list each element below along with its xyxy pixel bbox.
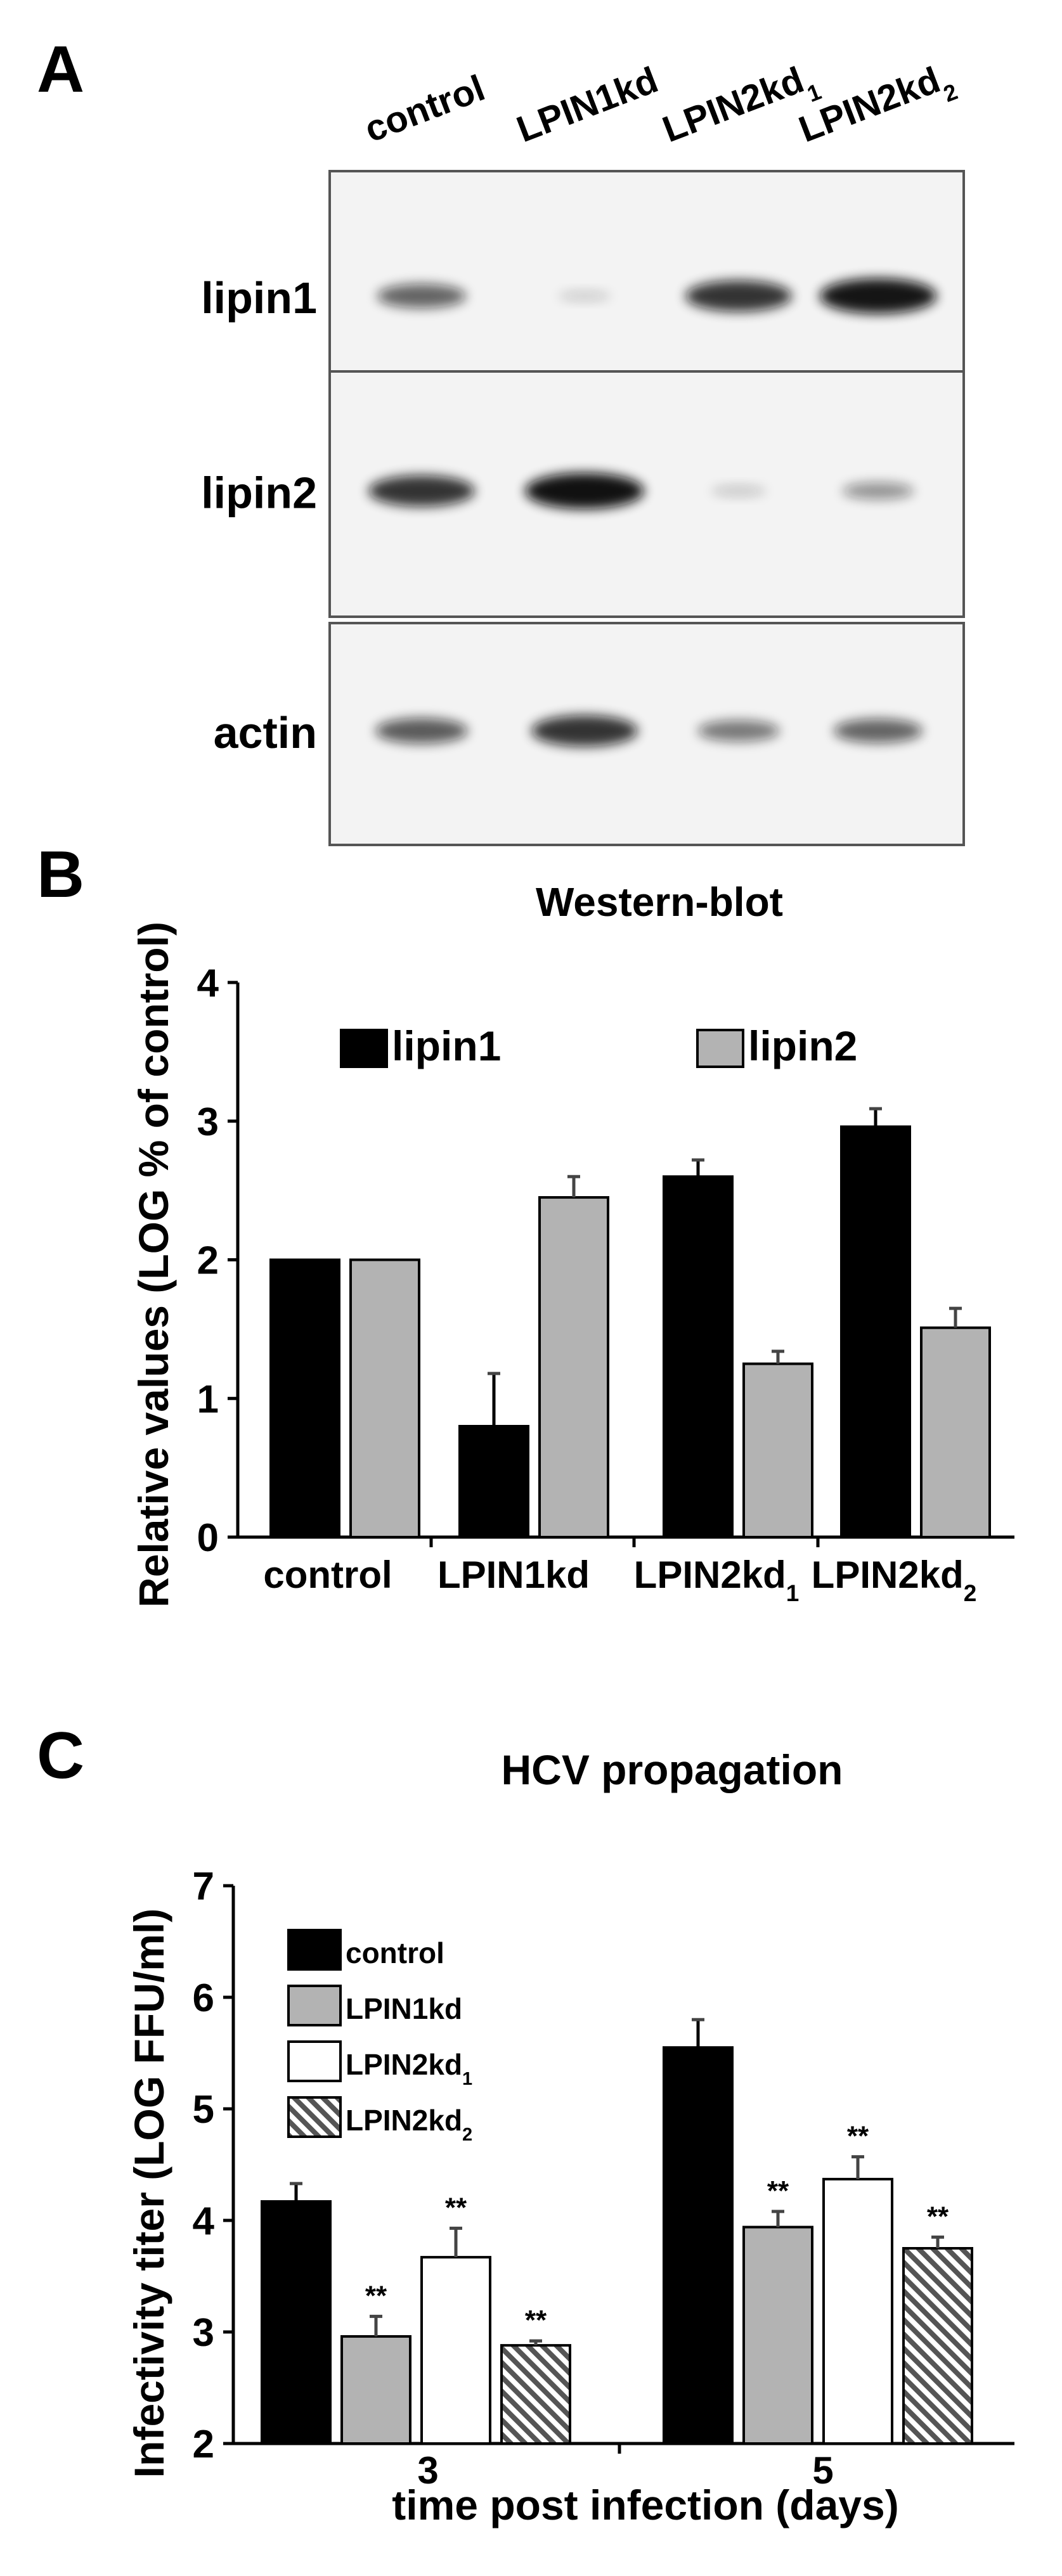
y-tick-label: 7: [193, 1865, 214, 1909]
blot-lane-label: LPIN2kd1: [657, 55, 824, 159]
legend-label: LPIN2kd2: [346, 2104, 472, 2145]
panel-b-letter: B: [37, 838, 84, 911]
chart-b-title: Western-blot: [536, 879, 783, 925]
legend-label: control: [346, 1936, 444, 1969]
y-tick-label: 2: [197, 1239, 219, 1283]
legend-swatch: [696, 1029, 744, 1068]
bar: [458, 1425, 529, 1538]
legend-swatch: [287, 2096, 342, 2138]
x-tick-label: 3: [417, 2449, 438, 2492]
bar: [663, 1175, 734, 1538]
bar: [349, 1258, 420, 1538]
blot-row-label: actin: [214, 708, 317, 757]
chart-c-plot: 2 3 4 5 6 7 ** ** ** ** ** ** 3 5 control LPIN1kd LPIN2k…: [193, 1865, 1014, 2492]
bar: [902, 2247, 973, 2445]
bar: [920, 1326, 991, 1538]
bar: [538, 1196, 609, 1538]
blot-band: [375, 718, 468, 744]
y-tick-label: 4: [193, 2199, 215, 2243]
chart-c-xlabel: time post infection (days): [392, 2482, 898, 2528]
blot-row-actin: actin: [214, 622, 965, 846]
blot-band: [842, 482, 914, 500]
y-tick-label: 1: [197, 1377, 219, 1421]
blot-band: [819, 278, 937, 314]
blot-band: [685, 280, 792, 312]
bar: [742, 2225, 813, 2445]
blot-band: [697, 720, 780, 742]
y-tick-label: 2: [193, 2423, 214, 2466]
blot-row-label: lipin2: [201, 468, 317, 518]
x-tick-label: LPIN1kd: [437, 1554, 590, 1596]
legend-label: LPIN1kd: [346, 1992, 462, 2025]
legend-swatch: [340, 1029, 388, 1068]
x-tick-label: LPIN2kd1: [634, 1554, 800, 1606]
blot-lane-label: control: [359, 67, 490, 150]
blot-lane-label: LPIN1kd: [511, 59, 663, 150]
y-tick-label: 5: [193, 2088, 214, 2132]
significance-mark: **: [365, 2280, 387, 2311]
chart-c-title: HCV propagation: [502, 1746, 843, 1793]
bar: [822, 2177, 893, 2445]
bar: [500, 2344, 571, 2445]
significance-mark: **: [847, 2121, 869, 2152]
significance-mark: **: [927, 2201, 949, 2232]
panel-c: C HCV propagation Infectivity titer (LOG…: [37, 1719, 1014, 2528]
legend-swatch: [287, 1985, 342, 2026]
legend-label: lipin2: [748, 1022, 857, 1069]
bar: [742, 1362, 813, 1538]
blot-band: [558, 291, 611, 301]
bar: [663, 2046, 734, 2445]
bar: [420, 2256, 491, 2445]
x-tick-label: LPIN2kd2: [812, 1554, 977, 1606]
panel-c-letter: C: [37, 1719, 84, 1793]
blot-band: [525, 472, 644, 510]
bar: [269, 1258, 340, 1538]
significance-mark: **: [767, 2175, 789, 2206]
bar: [340, 2335, 411, 2445]
blot-band: [368, 475, 475, 507]
panel-a-letter: A: [37, 33, 84, 106]
y-tick-label: 6: [193, 1976, 214, 2020]
blot-band: [531, 715, 638, 747]
blot-row-lipin2: lipin2: [201, 370, 965, 618]
blot-band: [833, 718, 923, 744]
blot-band: [377, 283, 467, 309]
legend-swatch: [287, 2040, 342, 2082]
y-tick-label: 3: [197, 1100, 219, 1144]
y-tick-label: 3: [193, 2311, 214, 2355]
chart-b-plot: 0 1 2 3 4 control LPIN1kd LPIN2kd1 LPIN2kd2 lipin…: [197, 962, 1014, 1606]
blot-row-label: lipin1: [201, 273, 317, 323]
blot-rows: lipin1 lipin2 actin: [201, 170, 965, 846]
panel-b: B Western-blot Relative values (LOG % of…: [37, 838, 1014, 1607]
significance-mark: **: [445, 2192, 467, 2223]
chart-c-ylabel: Infectivity titer (LOG FFU/ml): [126, 1909, 172, 2478]
bar: [840, 1125, 911, 1538]
x-tick-label: control: [263, 1554, 392, 1596]
legend-label: LPIN2kd1: [346, 2048, 472, 2089]
legend-label: lipin1: [392, 1022, 501, 1069]
blot-band: [711, 486, 767, 496]
legend-swatch: [287, 1929, 342, 1971]
y-tick-label: 4: [197, 962, 219, 1005]
blot-lane-label: LPIN2kd2: [793, 55, 961, 159]
bar: [261, 2200, 332, 2445]
significance-mark: **: [525, 2305, 547, 2336]
x-tick-label: 5: [812, 2449, 833, 2492]
y-tick-label: 0: [197, 1516, 219, 1560]
chart-b-ylabel: Relative values (LOG % of control): [130, 922, 177, 1607]
